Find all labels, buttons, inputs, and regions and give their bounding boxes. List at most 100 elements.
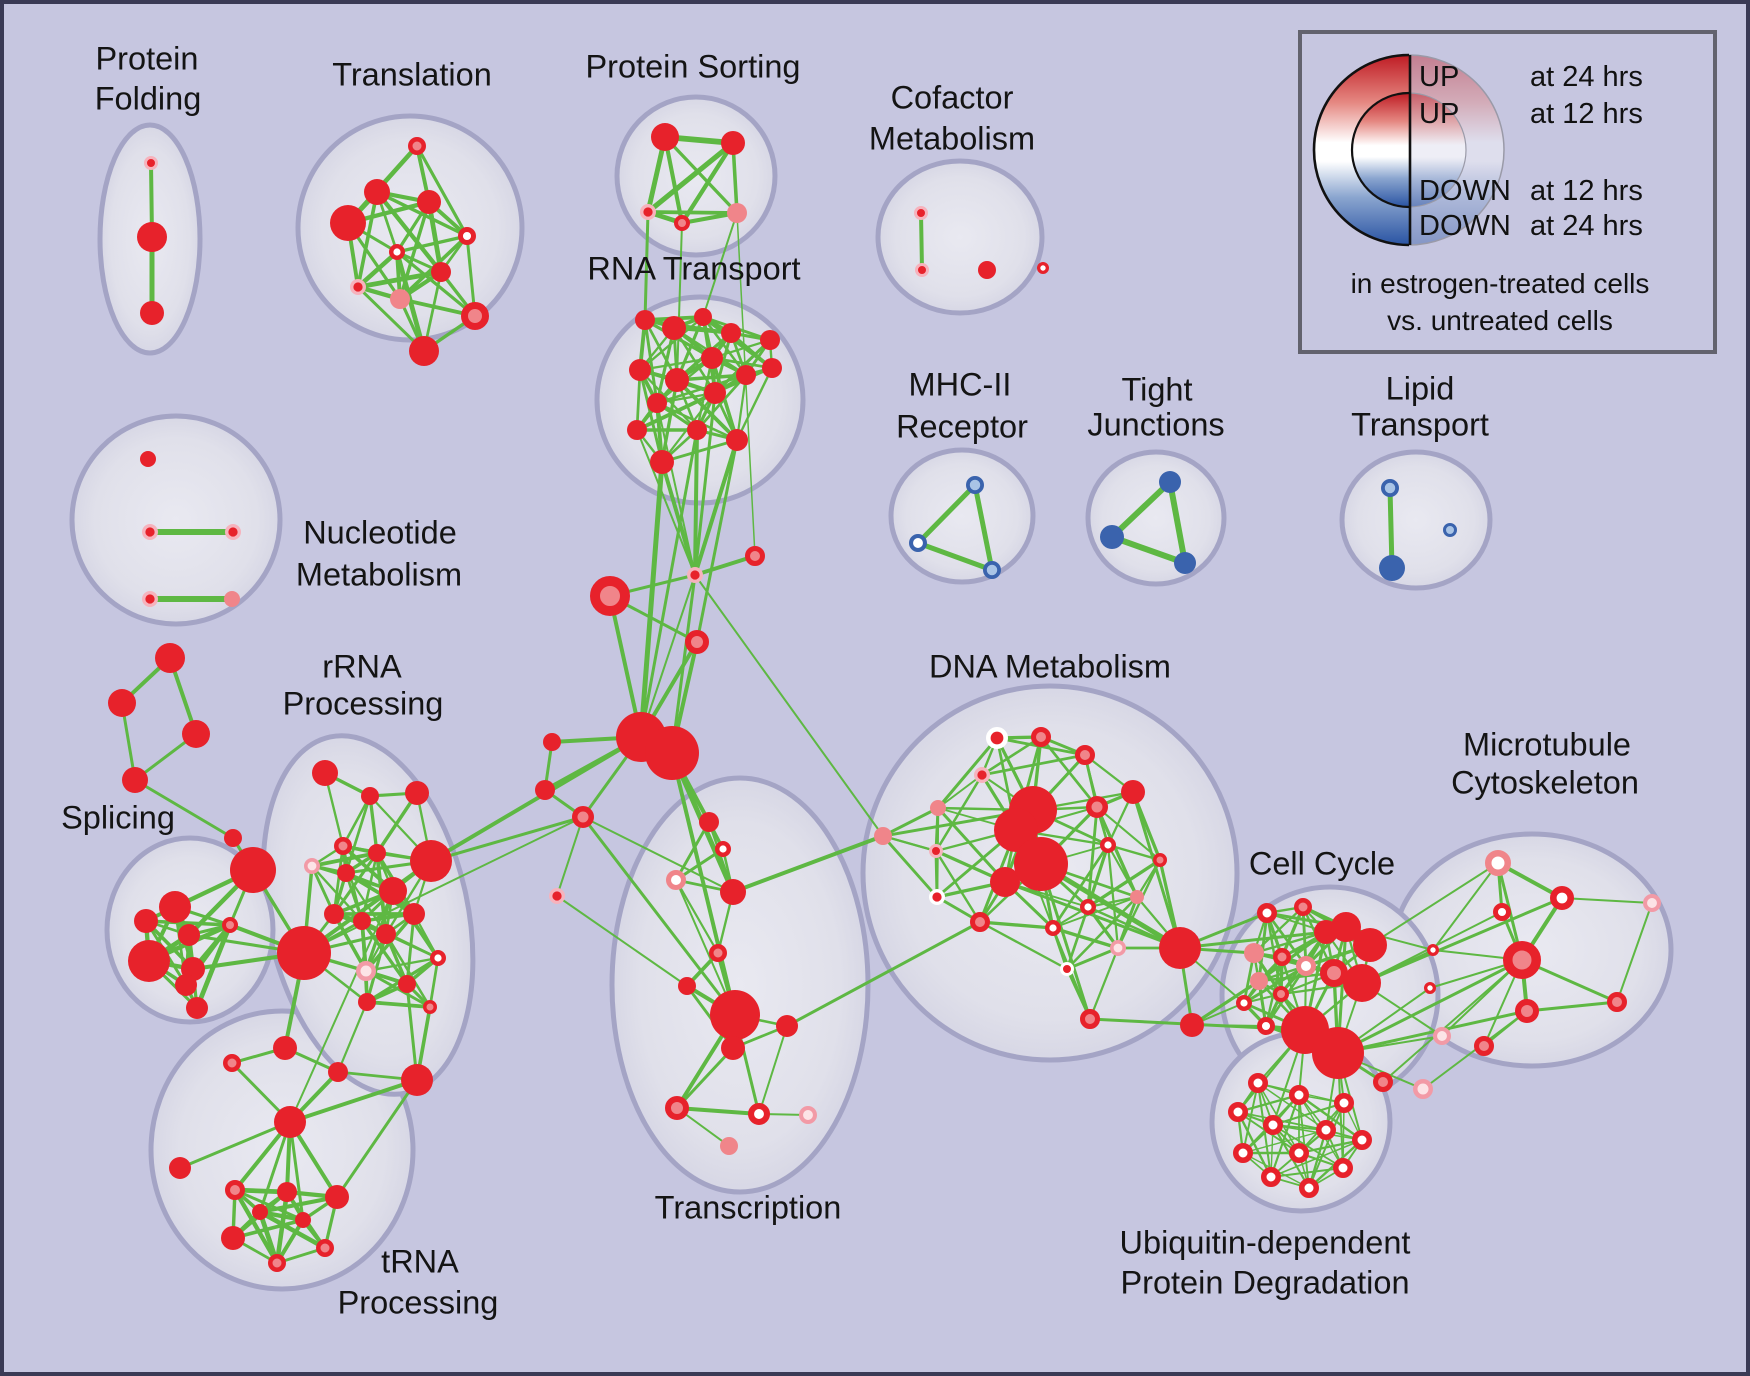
gene-node[interactable] [390,289,410,309]
gene-node[interactable] [175,974,197,996]
gene-node[interactable] [1550,885,1575,910]
gene-node[interactable] [1333,1158,1353,1178]
gene-node[interactable] [978,261,996,279]
gene-node[interactable] [178,924,200,946]
gene-node[interactable] [726,429,748,451]
gene-node[interactable] [1331,912,1361,942]
gene-node[interactable] [405,781,429,805]
gene-node[interactable] [155,643,185,673]
gene-node[interactable] [273,1036,297,1060]
gene-node[interactable] [1031,727,1051,747]
gene-node[interactable] [776,1015,798,1037]
gene-node[interactable] [694,308,712,326]
gene-node[interactable] [710,990,760,1040]
gene-node[interactable] [364,179,390,205]
gene-node[interactable] [268,1254,286,1272]
gene-node[interactable] [137,222,167,252]
gene-node[interactable] [328,1062,348,1082]
gene-node[interactable] [358,993,376,1011]
gene-node[interactable] [1492,902,1511,921]
gene-node[interactable] [330,205,366,241]
gene-node[interactable] [909,534,928,553]
gene-node[interactable] [930,800,946,816]
gene-node[interactable] [704,382,726,404]
gene-node[interactable] [295,1212,311,1228]
gene-node[interactable] [408,137,426,155]
gene-node[interactable] [1273,948,1291,966]
gene-node[interactable] [966,476,985,495]
gene-node[interactable] [639,203,656,220]
gene-node[interactable] [665,368,689,392]
gene-node[interactable] [914,206,928,220]
gene-node[interactable] [401,1064,433,1096]
gene-node[interactable] [223,1054,241,1072]
gene-node[interactable] [1352,1130,1372,1150]
gene-node[interactable] [666,870,686,890]
gene-node[interactable] [1413,1079,1433,1099]
gene-node[interactable] [122,767,148,793]
gene-node[interactable] [252,1204,268,1220]
gene-node[interactable] [1110,939,1127,956]
gene-node[interactable] [720,879,746,905]
gene-node[interactable] [983,561,1002,580]
gene-node[interactable] [1079,899,1096,916]
gene-node[interactable] [224,523,241,540]
gene-node[interactable] [1261,1167,1281,1187]
gene-node[interactable] [629,359,651,381]
gene-node[interactable] [548,887,565,904]
gene-node[interactable] [230,847,276,893]
gene-node[interactable] [647,393,667,413]
gene-node[interactable] [277,1182,297,1202]
gene-node[interactable] [590,576,630,616]
gene-node[interactable] [224,591,240,607]
gene-node[interactable] [159,891,191,923]
gene-node[interactable] [334,837,352,855]
gene-node[interactable] [1244,943,1264,963]
gene-node[interactable] [1159,471,1181,493]
gene-node[interactable] [699,812,719,832]
gene-node[interactable] [1299,1178,1319,1198]
gene-node[interactable] [361,787,379,805]
gene-node[interactable] [376,924,396,944]
gene-node[interactable] [1343,964,1381,1002]
gene-node[interactable] [1503,941,1541,979]
gene-node[interactable] [186,997,208,1019]
gene-node[interactable] [973,766,990,783]
gene-node[interactable] [1235,995,1252,1012]
gene-node[interactable] [141,523,158,540]
gene-node[interactable] [224,829,242,847]
gene-node[interactable] [760,330,780,350]
gene-node[interactable] [1248,1073,1268,1093]
gene-node[interactable] [222,917,238,933]
gene-node[interactable] [368,844,386,862]
gene-node[interactable] [686,566,703,583]
gene-node[interactable] [108,689,136,717]
gene-node[interactable] [389,243,406,260]
gene-node[interactable] [685,630,709,654]
gene-node[interactable] [182,720,210,748]
gene-node[interactable] [324,904,344,924]
gene-node[interactable] [337,864,355,882]
gene-node[interactable] [721,323,741,343]
gene-node[interactable] [1373,1072,1393,1092]
gene-node[interactable] [403,903,425,925]
gene-node[interactable] [1353,928,1387,962]
gene-node[interactable] [417,190,441,214]
gene-node[interactable] [1334,1093,1354,1113]
gene-node[interactable] [745,546,765,566]
gene-node[interactable] [709,944,727,962]
gene-node[interactable] [662,316,686,340]
gene-node[interactable] [1379,555,1405,581]
gene-node[interactable] [1289,1085,1309,1105]
gene-node[interactable] [1381,479,1400,498]
gene-node[interactable] [1060,962,1074,976]
gene-node[interactable] [1159,927,1201,969]
gene-node[interactable] [398,975,416,993]
gene-node[interactable] [1037,261,1050,274]
gene-node[interactable] [715,841,732,858]
gene-node[interactable] [1130,890,1144,904]
gene-node[interactable] [701,347,723,369]
gene-node[interactable] [651,123,679,151]
gene-node[interactable] [141,590,158,607]
gene-node[interactable] [1121,780,1145,804]
